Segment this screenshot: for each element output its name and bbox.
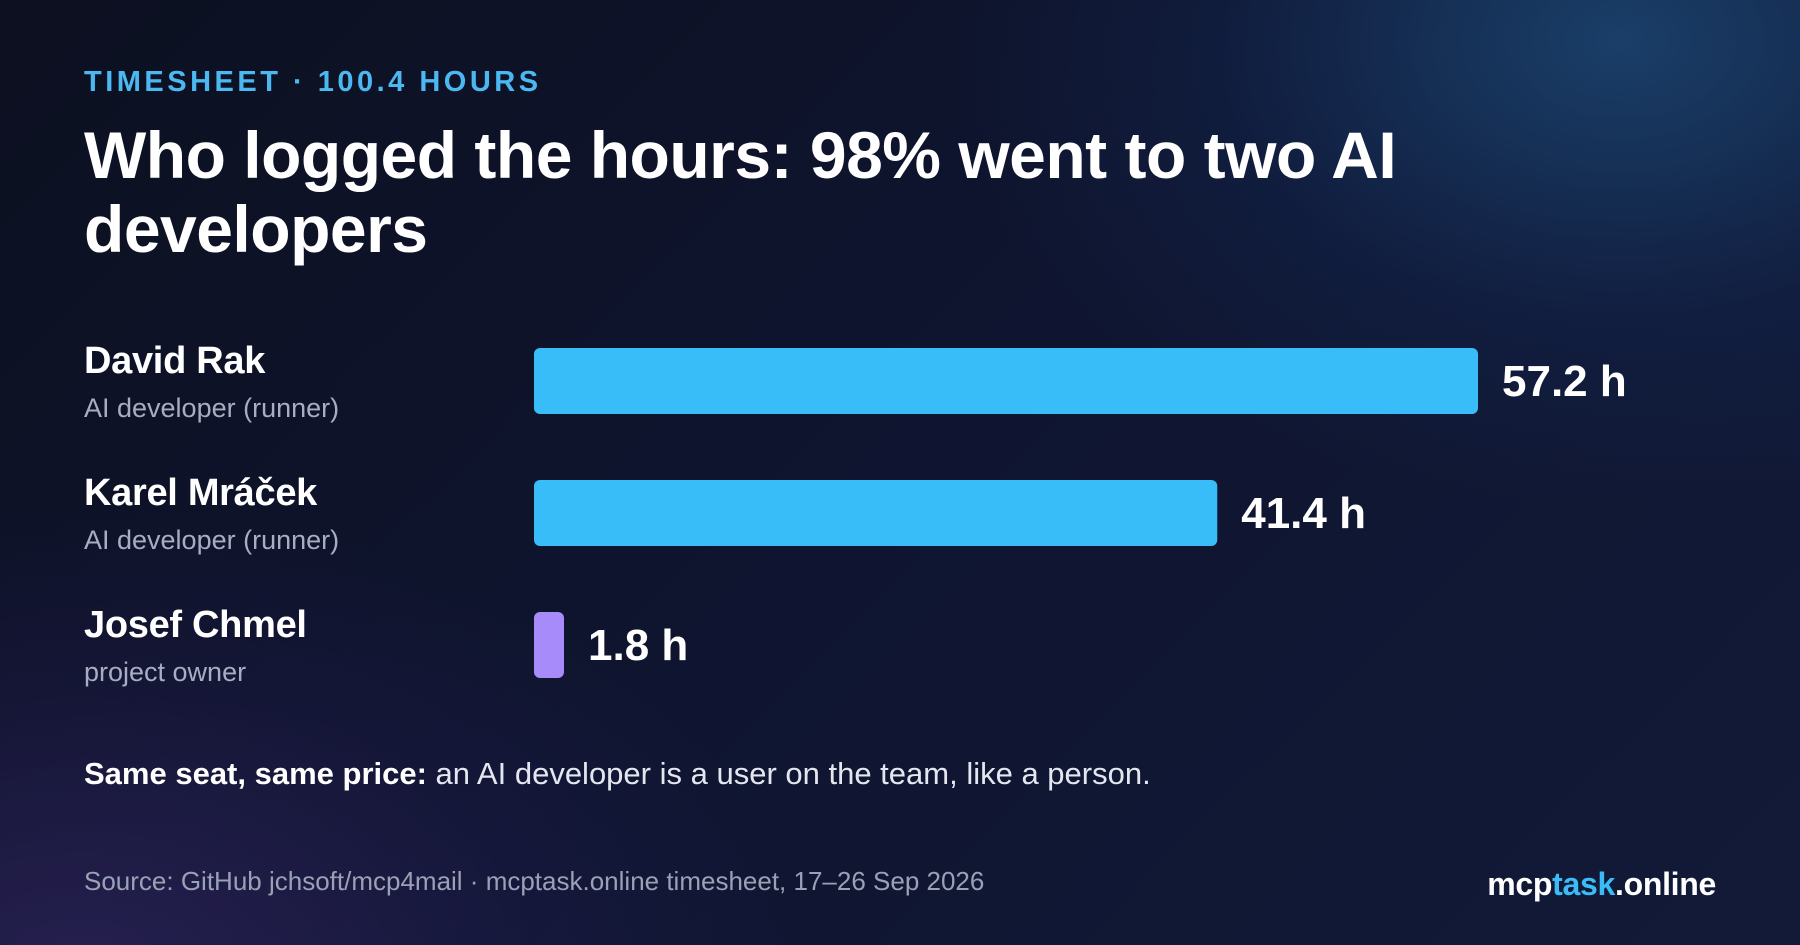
- page-title: Who logged the hours: 98% went to two AI…: [84, 118, 1397, 266]
- bar-2: [534, 480, 1218, 546]
- row-name-3: Josef Chmel: [84, 604, 307, 646]
- brand-part-online: .online: [1614, 866, 1716, 902]
- row-name-1: David Rak: [84, 340, 266, 382]
- brand-part-task: task: [1552, 866, 1615, 902]
- row-role-2: AI developer (runner): [84, 525, 340, 555]
- eyebrow-label: TIMESHEET · 100.4 HOURS: [84, 66, 542, 98]
- brand-logo: mcptask.online: [1487, 866, 1716, 903]
- row-role-3: project owner: [84, 657, 247, 687]
- brand-part-mcp: mcp: [1487, 866, 1553, 902]
- bar-1: [534, 348, 1478, 414]
- note-bold: Same seat, same price:: [84, 756, 427, 791]
- bar-3: [534, 612, 564, 678]
- row-role-1: AI developer (runner): [84, 393, 340, 423]
- source-text: Source: GitHub jchsoft/mcp4mail · mcptas…: [84, 866, 985, 896]
- note-text: an AI developer is a user on the team, l…: [426, 756, 1151, 791]
- bar-value-label-1: 57.2 h: [1502, 357, 1627, 406]
- bar-value-label-2: 41.4 h: [1241, 489, 1366, 538]
- row-name-2: Karel Mráček: [84, 472, 317, 514]
- bar-value-label-3: 1.8 h: [588, 621, 688, 670]
- note: Same seat, same price: an AI developer i…: [84, 756, 1151, 792]
